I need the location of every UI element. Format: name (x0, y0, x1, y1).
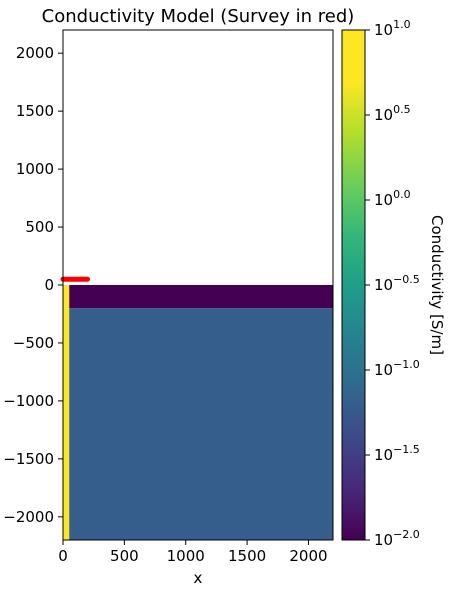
x-tick-label: 2000 (289, 547, 327, 565)
x-axis-label: x (194, 569, 203, 587)
colorbar-gradient (341, 29, 366, 541)
plot-area (60, 29, 334, 541)
y-tick-label: −1500 (3, 450, 54, 468)
colorbar-tick-label: 101.0 (374, 18, 411, 39)
x-axis: 0 500 1000 1500 2000 (58, 540, 328, 565)
y-tick-label: 500 (25, 218, 54, 236)
x-tick-label: 0 (58, 547, 68, 565)
colorbar-tick-label: 100.0 (374, 188, 411, 209)
y-tick-label: 1000 (16, 160, 54, 178)
colorbar-tick-label: 100.5 (374, 103, 411, 124)
y-tick-label: 2000 (16, 44, 54, 62)
region-borehole (63, 285, 70, 540)
colorbar-tick-label: 10−1.5 (374, 443, 420, 464)
colorbar: 101.0 100.5 100.0 10−0.5 10−1.0 10−1.5 10−2.0 (341, 18, 420, 549)
x-tick-label: 1000 (167, 547, 205, 565)
x-tick-label: 500 (110, 547, 139, 565)
y-tick-label: 1500 (16, 102, 54, 120)
y-axis: 2000 1500 1000 500 0 −500 −1000 −1500 −2000 (3, 44, 63, 526)
colorbar-label: Conductivity [S/m] (428, 215, 446, 355)
colorbar-tick-label: 10−1.0 (374, 358, 420, 379)
y-tick-label: −2000 (3, 508, 54, 526)
y-tick-label: −500 (13, 334, 54, 352)
region-background (69, 308, 334, 540)
region-conductive-layer (69, 285, 334, 309)
x-tick-label: 1500 (228, 547, 266, 565)
colorbar-tick-label: 10−0.5 (374, 273, 420, 294)
air-region (63, 30, 333, 285)
colorbar-tick-label: 10−2.0 (374, 528, 420, 549)
y-tick-label: −1000 (3, 392, 54, 410)
y-tick-label: 0 (44, 276, 54, 294)
chart-title: Conductivity Model (Survey in red) (42, 6, 355, 27)
